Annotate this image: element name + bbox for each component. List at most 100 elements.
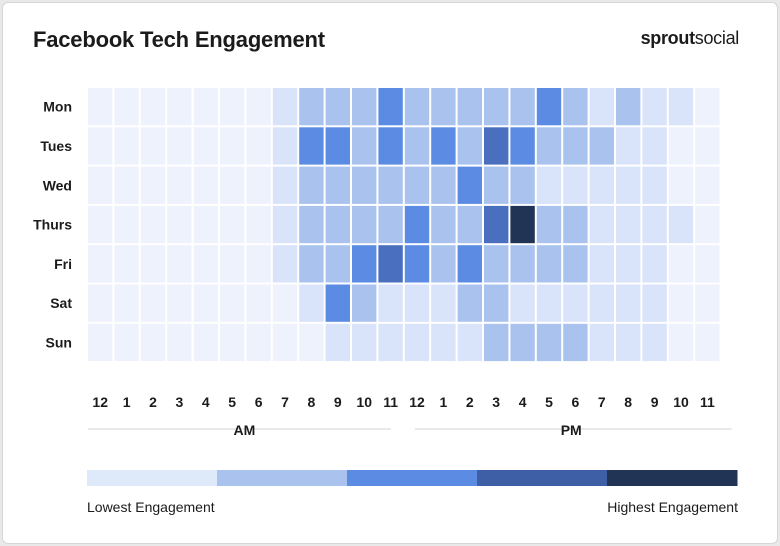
heatmap-cell	[536, 127, 562, 165]
hour-tick-label: 4	[202, 394, 210, 410]
heatmap-cell	[431, 245, 456, 283]
heatmap-cell	[642, 127, 667, 165]
heatmap-cell	[352, 88, 377, 126]
hour-tick-label: 6	[572, 394, 580, 410]
heatmap-cell	[352, 245, 377, 283]
heatmap-cell	[484, 323, 509, 362]
heatmap-cell	[246, 284, 271, 322]
hour-tick-label: 3	[176, 394, 184, 410]
heatmap-cell	[246, 88, 271, 126]
heatmap-cell	[695, 323, 720, 362]
heatmap-cell	[563, 166, 588, 204]
heatmap-cell	[695, 166, 720, 204]
heatmap-cell	[457, 166, 482, 204]
heatmap-cell	[536, 323, 562, 362]
heatmap-cell	[114, 127, 139, 165]
heatmap-cell	[642, 88, 667, 126]
heatmap-cell	[616, 127, 641, 165]
heatmap-cell	[246, 245, 271, 283]
row-label-fri: Fri	[54, 256, 72, 272]
heatmap-cell	[140, 284, 166, 322]
heatmap-cell	[510, 284, 535, 322]
heatmap-cell	[642, 323, 667, 362]
hour-tick-label: 3	[492, 394, 500, 410]
heatmap-cell	[88, 127, 113, 165]
heatmap-cell	[668, 245, 694, 283]
heatmap-cell	[246, 205, 271, 244]
legend-high-label: Highest Engagement	[607, 499, 738, 515]
heatmap-cell	[589, 127, 614, 165]
heatmap-cell	[510, 127, 535, 165]
heatmap-cell	[378, 284, 403, 322]
heatmap-cell	[114, 88, 139, 126]
heatmap-cell	[325, 284, 350, 322]
hour-tick-label: 10	[356, 394, 372, 410]
heatmap-cell	[167, 323, 192, 362]
heatmap-cell	[563, 205, 588, 244]
heatmap-cell	[378, 166, 403, 204]
heatmap-cell	[616, 205, 641, 244]
heatmap-cell	[404, 205, 430, 244]
heatmap-cell	[88, 245, 113, 283]
pm-label: PM	[561, 422, 582, 438]
heatmap-cell	[616, 166, 641, 204]
heatmap-cell	[193, 166, 218, 204]
heatmap-cell	[140, 166, 166, 204]
legend-swatch	[87, 470, 218, 486]
heatmap-cell	[140, 127, 166, 165]
heatmap-cell	[616, 88, 641, 126]
heatmap-cell	[457, 205, 482, 244]
heatmap-cell	[589, 323, 614, 362]
heatmap-cell	[299, 284, 324, 322]
heatmap-cell	[325, 127, 350, 165]
legend-swatch	[347, 470, 478, 486]
hour-tick-label: 11	[383, 394, 398, 410]
heatmap-cell	[484, 166, 509, 204]
heatmap-cell	[642, 205, 667, 244]
heatmap-cell	[378, 245, 403, 283]
legend-swatch	[477, 470, 608, 486]
heatmap-cell	[272, 323, 298, 362]
heatmap-cell	[272, 88, 298, 126]
heatmap-cell	[457, 323, 482, 362]
heatmap-cell	[88, 323, 113, 362]
heatmap-cell	[563, 88, 588, 126]
heatmap-cell	[484, 88, 509, 126]
heatmap-cell	[668, 88, 694, 126]
heatmap-cell	[299, 166, 324, 204]
heatmap-cell	[246, 127, 271, 165]
heatmap-cell	[431, 284, 456, 322]
heatmap-cell	[510, 245, 535, 283]
heatmap-cell	[431, 205, 456, 244]
heatmap-cell	[589, 245, 614, 283]
hour-tick-label: 5	[545, 394, 553, 410]
heatmap-cell	[616, 245, 641, 283]
heatmap-cell	[272, 127, 298, 165]
row-label-thurs: Thurs	[33, 217, 72, 233]
heatmap-cell	[563, 323, 588, 362]
heatmap-cell	[272, 284, 298, 322]
heatmap-cell	[299, 245, 324, 283]
heatmap-cell	[668, 284, 694, 322]
heatmap-cell	[589, 205, 614, 244]
heatmap-cell	[352, 166, 377, 204]
heatmap-cell	[378, 127, 403, 165]
heatmap-cell	[378, 205, 403, 244]
hour-tick-label: 5	[228, 394, 236, 410]
legend-swatch	[217, 470, 348, 486]
heatmap-cell	[431, 88, 456, 126]
heatmap-cell	[325, 323, 350, 362]
heatmap-cell	[404, 127, 430, 165]
row-label-sun: Sun	[46, 334, 72, 350]
heatmap-cell	[140, 245, 166, 283]
heatmap-cell	[352, 284, 377, 322]
heatmap-cell	[246, 323, 271, 362]
heatmap-cell	[114, 245, 139, 283]
heatmap-cell	[299, 88, 324, 126]
heatmap-cell	[352, 205, 377, 244]
heatmap-cell	[352, 323, 377, 362]
heatmap-cell	[325, 88, 350, 126]
heatmap-cell	[325, 245, 350, 283]
heatmap-cell	[589, 88, 614, 126]
heatmap-cell	[668, 166, 694, 204]
